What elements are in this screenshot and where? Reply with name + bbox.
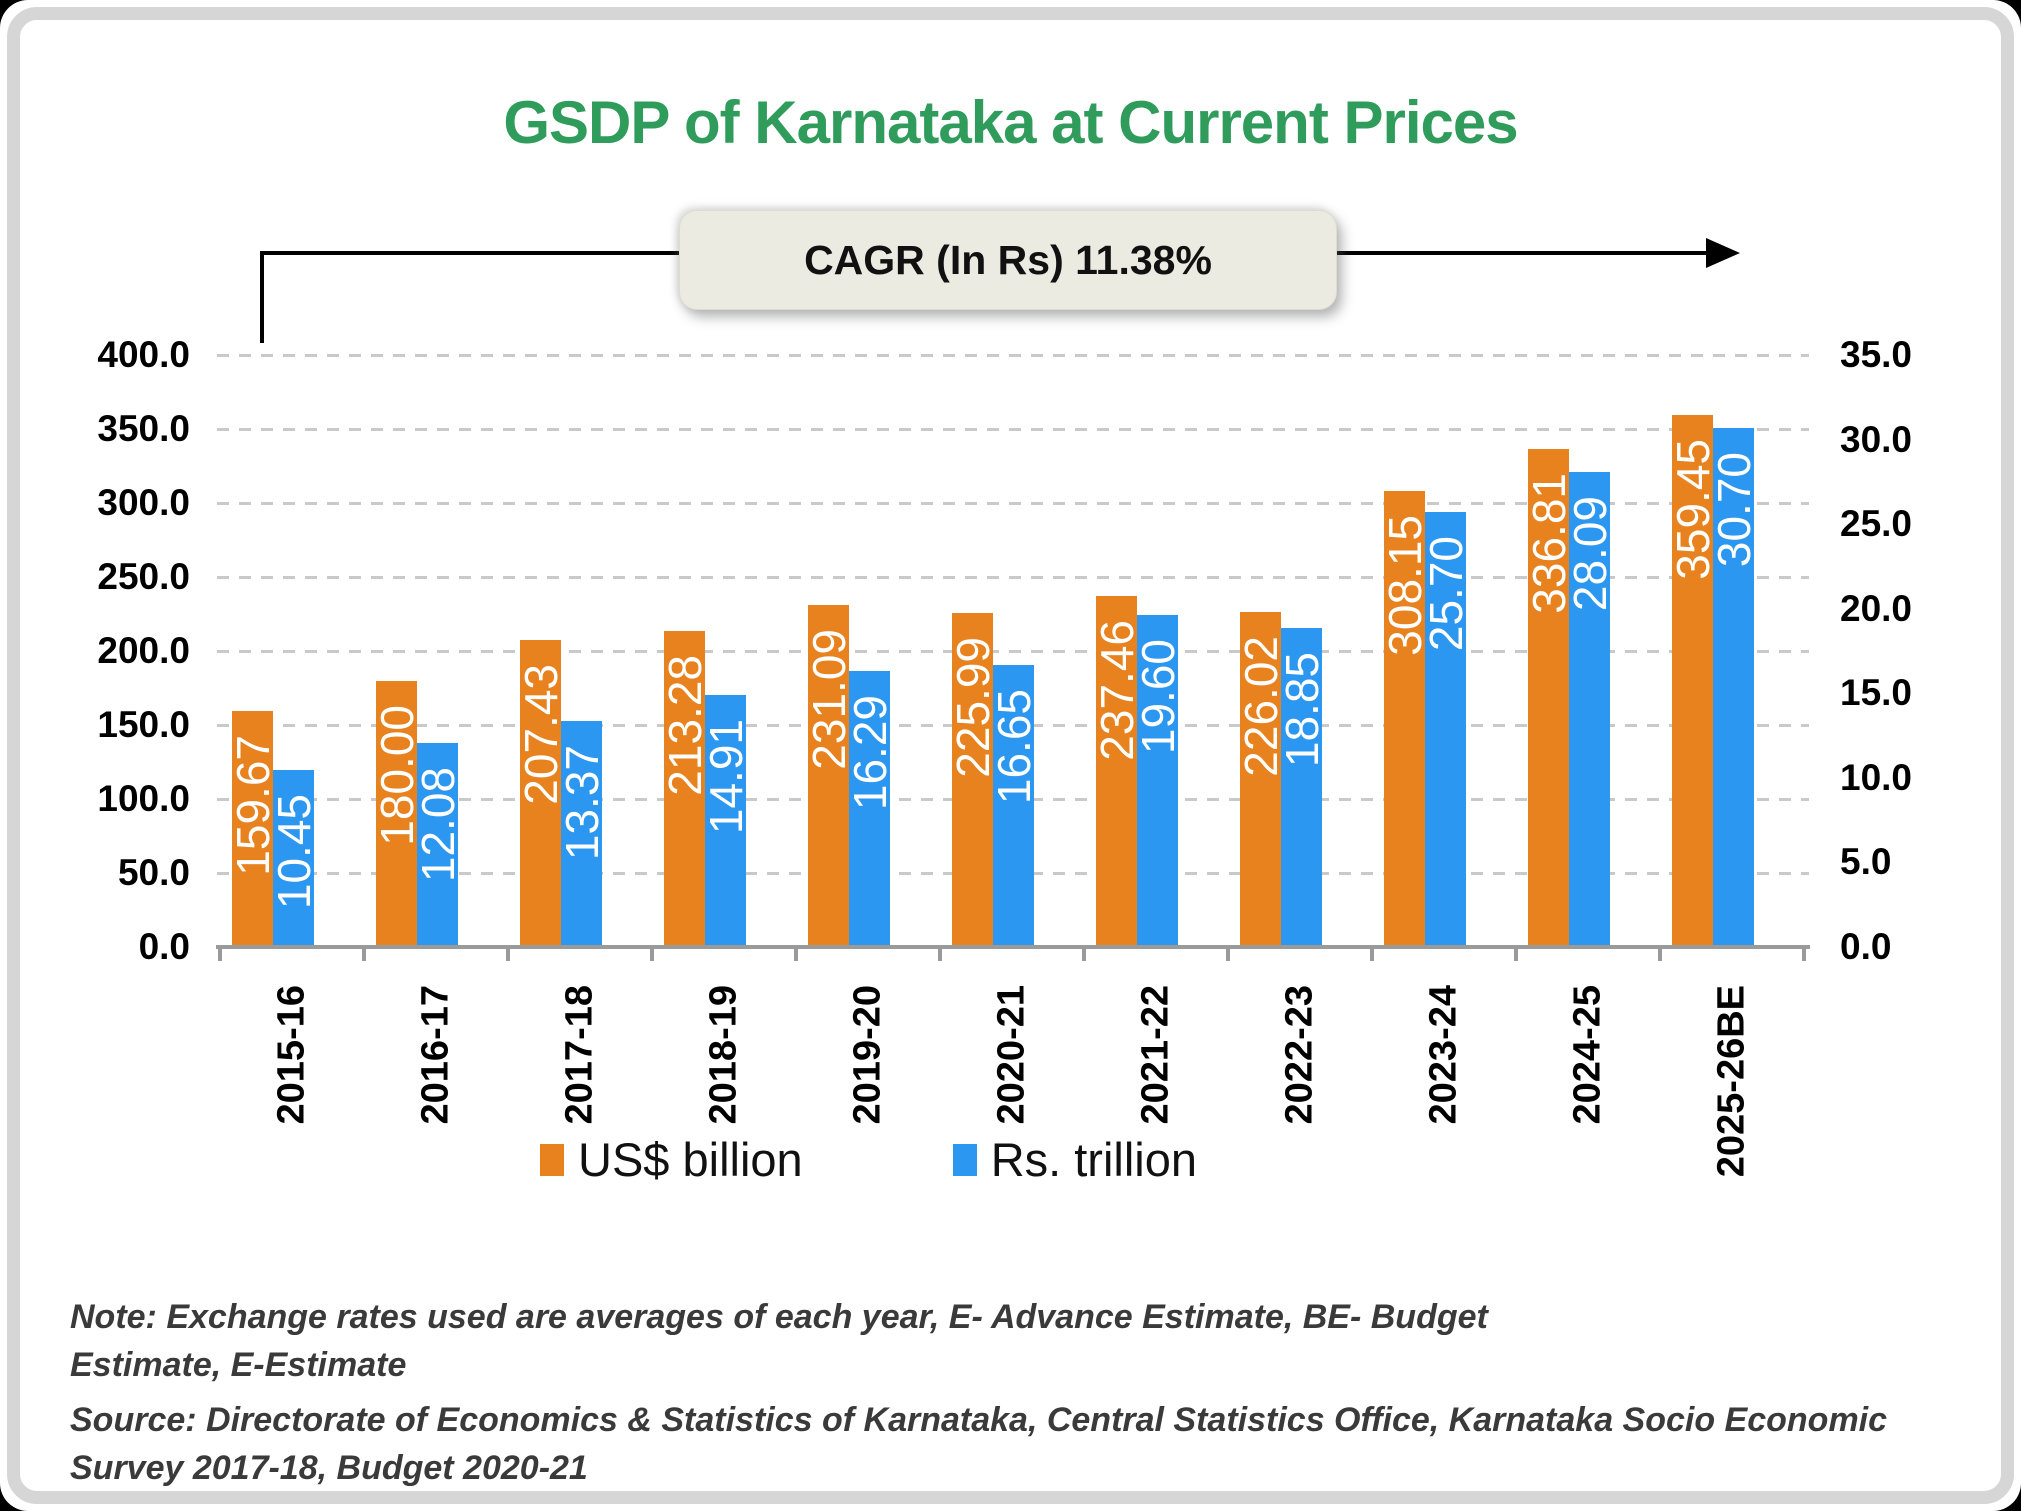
gridline [217, 502, 1809, 505]
left-axis-tick-label: 350.0 [97, 408, 190, 449]
left-axis-tick-label: 300.0 [97, 482, 190, 523]
right-axis-tick-label: 15.0 [1840, 672, 1913, 714]
bar-value-label: 12.08 [411, 767, 464, 883]
x-axis-tick [1658, 947, 1662, 961]
bar-usd-billion: 180.00 [371, 681, 423, 947]
category-label: 2021-22 [1134, 985, 1177, 1125]
legend-label-rs: Rs. trillion [990, 1133, 1198, 1186]
bar-value-label: 25.70 [1419, 536, 1472, 652]
bar-rs-trillion: 13.37 [556, 721, 608, 947]
right-axis-tick-label: 0.0 [1840, 926, 1892, 967]
bar-rs-trillion: 19.60 [1132, 615, 1184, 947]
bar-rs-trillion: 16.65 [988, 665, 1040, 947]
bar-rs-trillion: 16.29 [844, 671, 896, 947]
bar-value-label: 13.37 [555, 745, 608, 861]
gridline [217, 576, 1809, 579]
bar-usd-billion: 225.99 [947, 613, 999, 947]
category-label: 2022-23 [1278, 985, 1321, 1125]
legend-swatch-orange [540, 1143, 564, 1176]
left-axis-tick-label: 250.0 [97, 556, 190, 597]
bar-value-label: 10.45 [267, 794, 320, 910]
category-label: 2018-19 [702, 985, 745, 1125]
bar-usd-billion: 159.67 [227, 711, 279, 947]
bar-value-label: 18.85 [1275, 652, 1328, 768]
left-axis-tick-label: 150.0 [97, 704, 190, 745]
bar-usd-billion: 237.46 [1091, 596, 1143, 947]
left-axis-tick-label: 50.0 [117, 852, 190, 893]
bar-value-label: 19.60 [1131, 639, 1184, 755]
left-axis-tick-label: 400.0 [97, 334, 190, 375]
x-axis-tick [506, 947, 510, 961]
gridline [217, 428, 1809, 431]
category-label: 2019-20 [846, 985, 889, 1125]
x-axis-tick [1082, 947, 1086, 961]
bar-rs-trillion: 10.45 [268, 770, 320, 947]
x-axis-tick [218, 947, 222, 961]
legend-item-usd: US$ billion [540, 1132, 803, 1187]
bar-usd-billion: 336.81 [1523, 449, 1575, 947]
category-label: 2024-25 [1566, 985, 1609, 1125]
category-label: 2023-24 [1422, 985, 1465, 1125]
left-axis-tick-label: 100.0 [97, 778, 190, 819]
gridline [217, 650, 1809, 653]
category-label: 2025-26BE [1710, 985, 1753, 1178]
right-axis-tick-label: 25.0 [1840, 503, 1913, 545]
legend-swatch-blue [952, 1143, 977, 1176]
right-axis-tick-label: 5.0 [1840, 841, 1892, 883]
bar-value-label: 30.70 [1707, 452, 1760, 568]
chart-title: GSDP of Karnataka at Current Prices [503, 89, 1518, 156]
bar-rs-trillion: 12.08 [412, 743, 464, 947]
category-label: 2020-21 [990, 985, 1033, 1125]
source-text: Source: Directorate of Economics & Stati… [70, 1401, 1888, 1487]
left-axis-tick-label: 0.0 [138, 926, 190, 967]
bar-rs-trillion: 25.70 [1420, 512, 1472, 947]
right-axis-tick-label: 20.0 [1840, 587, 1913, 629]
bar-usd-billion: 231.09 [803, 605, 855, 947]
legend-item-rs: Rs. trillion [952, 1132, 1198, 1187]
x-axis-tick [794, 947, 798, 961]
legend: US$ billion Rs. trillion [540, 1132, 1197, 1187]
bar-value-label: 16.65 [987, 689, 1040, 805]
category-label: 2015-16 [270, 985, 313, 1125]
bar-rs-trillion: 28.09 [1564, 472, 1616, 947]
note-text: Note: Exchange rates used are averages o… [70, 1298, 1488, 1384]
bar-rs-trillion: 18.85 [1276, 628, 1328, 947]
x-axis-tick [938, 947, 942, 961]
cagr-label: CAGR (In Rs) 11.38% [804, 236, 1212, 283]
bar-usd-billion: 226.02 [1235, 612, 1287, 947]
x-axis-tick [1802, 947, 1806, 961]
x-axis-tick [1370, 947, 1374, 961]
bar-usd-billion: 207.43 [515, 640, 567, 947]
bar-rs-trillion: 14.91 [700, 695, 752, 947]
bar-value-label: 16.29 [843, 695, 896, 811]
x-axis-line [216, 945, 1810, 949]
gridline [217, 354, 1809, 357]
right-axis-tick-label: 10.0 [1840, 756, 1913, 798]
right-axis-tick-label: 30.0 [1840, 418, 1913, 460]
x-axis-tick [650, 947, 654, 961]
legend-label-usd: US$ billion [578, 1133, 803, 1186]
bar-usd-billion: 359.45 [1667, 415, 1719, 947]
category-label: 2017-18 [558, 985, 601, 1125]
x-axis-tick [1226, 947, 1230, 961]
bar-value-label: 28.09 [1563, 496, 1616, 612]
bar-usd-billion: 213.28 [659, 631, 711, 947]
left-axis-tick-label: 200.0 [97, 630, 190, 671]
category-label: 2016-17 [414, 985, 457, 1125]
bar-usd-billion: 308.15 [1379, 491, 1431, 947]
cagr-callout: CAGR (In Rs) 11.38% [679, 210, 1337, 310]
bar-value-label: 14.91 [699, 719, 752, 835]
x-axis-tick [362, 947, 366, 961]
right-axis-tick-label: 35.0 [1840, 334, 1913, 375]
x-axis-tick [1514, 947, 1518, 961]
bar-rs-trillion: 30.70 [1708, 428, 1760, 947]
